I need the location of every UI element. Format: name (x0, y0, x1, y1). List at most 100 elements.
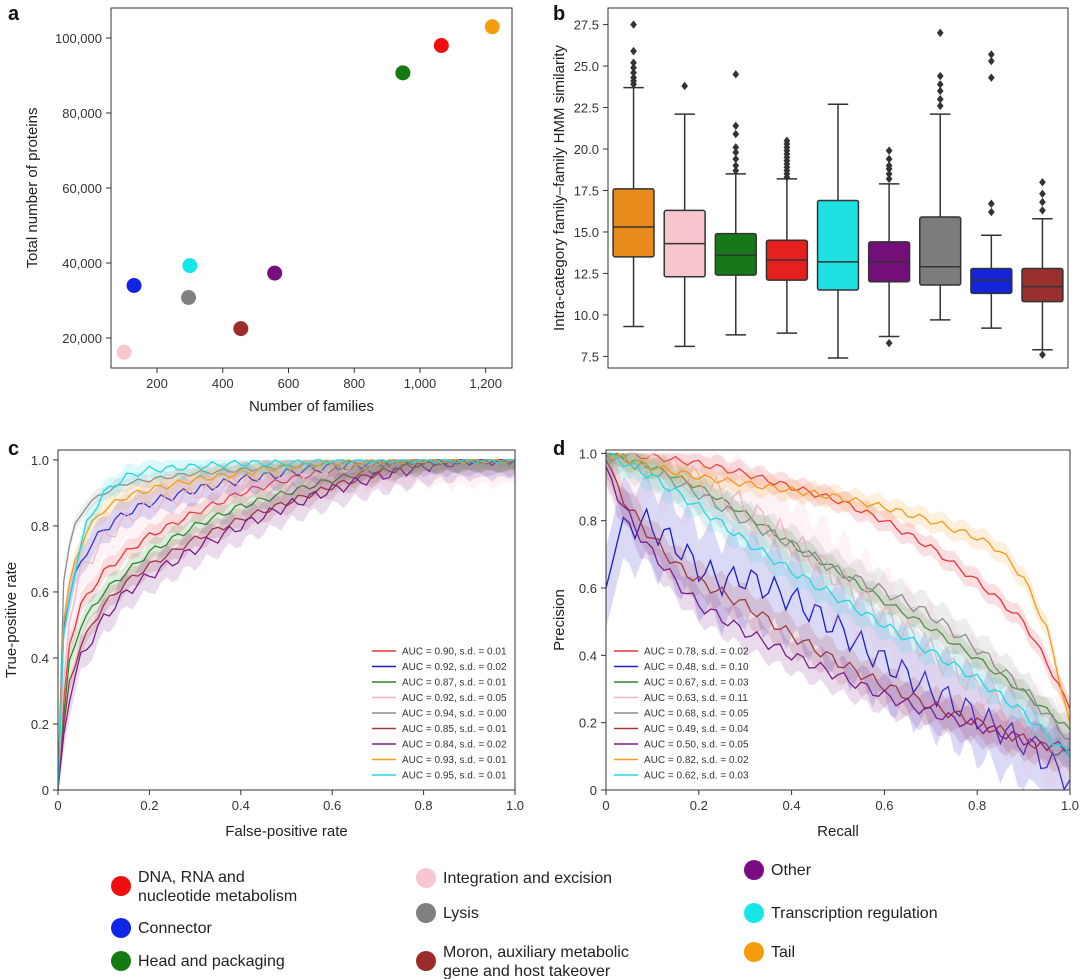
outlier-marker (1039, 197, 1046, 207)
y-tick-label: 80,000 (62, 106, 102, 121)
outlier-marker (681, 81, 689, 91)
outlier-marker (630, 63, 637, 72)
box-1 (612, 20, 655, 328)
outlier-marker (885, 338, 893, 348)
x-tick-label: 1.0 (506, 798, 524, 813)
scatter-point (116, 344, 132, 360)
legend-label: AUC = 0.67, s.d. = 0.03 (644, 678, 749, 689)
sd-band (606, 453, 1070, 790)
outlier-marker (987, 73, 995, 82)
legend-dot (744, 903, 764, 923)
legend-label: AUC = 0.48, s.d. = 0.10 (644, 662, 749, 673)
panel-b-boxplot: b 7.5 10.0 12.5 15.0 17.5 20.0 22.5 25.0 27.5 Intr… (551, 3, 1069, 369)
y-tick-label: 0.2 (31, 717, 49, 732)
legend-dot (416, 903, 436, 923)
series-line (58, 459, 515, 790)
box-3 (714, 70, 757, 336)
legend-dot (111, 951, 131, 971)
outlier-marker (936, 101, 944, 111)
box-4 (765, 136, 809, 334)
sd-band (606, 453, 1070, 774)
outlier-marker (987, 199, 995, 208)
x-tick-label: 0 (602, 798, 609, 813)
legend-dot (744, 860, 764, 880)
x-tick-label: 400 (212, 376, 234, 391)
y-tick-label: 1.0 (31, 453, 49, 468)
box-body (816, 199, 860, 291)
series-line (606, 459, 1070, 757)
x-tick-label: 600 (278, 376, 300, 391)
scatter-point (181, 290, 197, 305)
y-tick-label: 60,000 (62, 181, 102, 196)
legend-dot (111, 918, 131, 938)
panel-label-d: d (553, 438, 565, 460)
legend-label: Moron, auxiliary metabolic (443, 944, 629, 961)
legend-item-head: Head and packaging (111, 951, 285, 971)
panel-d-precision-recall: d 0 0.2 0.4 0.6 0.8 1.0 0 0.2 0.4 0.6 0.8 1.0 Recall P… (551, 438, 1079, 840)
outlier-marker (783, 136, 791, 145)
legend-entry: AUC = 0.90, s.d. = 0.01 (372, 647, 507, 658)
sd-band (606, 453, 1070, 770)
legend-label: gene and host takeover (443, 963, 611, 979)
y-tick-label: 12.5 (574, 266, 599, 281)
legend-entry: AUC = 0.78, s.d. = 0.02 (614, 647, 749, 658)
box-8 (970, 50, 1013, 329)
legend-label: AUC = 0.68, s.d. = 0.05 (644, 709, 749, 720)
y-tick-label: 1.0 (579, 446, 597, 461)
plot-frame (605, 449, 1071, 791)
box-body (970, 267, 1013, 295)
legend-dot (416, 951, 436, 971)
y-tick-label: 0.8 (579, 514, 597, 529)
scatter-point (395, 65, 411, 81)
legend-label: AUC = 0.78, s.d. = 0.02 (644, 647, 749, 658)
outlier-marker (732, 129, 740, 139)
x-tick-label: 800 (343, 376, 365, 391)
legend-label: AUC = 0.94, s.d. = 0.00 (402, 709, 507, 720)
panel-label-b: b (553, 3, 565, 25)
outlier-marker (936, 80, 944, 89)
y-axis-label: True-positive rate (3, 562, 20, 678)
y-tick-label: 20,000 (62, 331, 102, 346)
y-tick-label: 0.8 (31, 519, 49, 534)
box-body (714, 232, 757, 276)
legend-label: Tail (771, 944, 795, 961)
y-tick-label: 22.5 (574, 101, 599, 116)
x-tick-label: 0.6 (323, 798, 341, 813)
plot-frame (57, 449, 516, 791)
y-tick-label: 0.6 (31, 585, 49, 600)
legend-entry: AUC = 0.50, s.d. = 0.05 (614, 740, 749, 751)
series-line (58, 459, 515, 790)
outlier-marker (630, 73, 637, 82)
x-tick-label: 0.8 (968, 798, 986, 813)
scatter-point (126, 278, 142, 293)
legend-item-transcription: Transcription regulation (744, 903, 938, 923)
legend-dot (416, 868, 436, 888)
scatter-point (484, 19, 500, 35)
outlier-marker (885, 154, 893, 164)
outlier-marker (732, 121, 740, 130)
legend-entry: AUC = 0.82, s.d. = 0.02 (614, 755, 749, 766)
y-axis-label: Precision (551, 589, 568, 651)
series-line (606, 466, 1070, 752)
outlier-marker (936, 95, 944, 104)
legend-entry: AUC = 0.48, s.d. = 0.10 (614, 662, 749, 673)
outlier-marker (1039, 206, 1046, 215)
x-axis-label: Recall (817, 823, 859, 840)
legend-label: Connector (138, 920, 212, 937)
legend-item-integration: Integration and excision (416, 868, 612, 888)
outlier-marker (732, 166, 740, 175)
plot-area (58, 459, 515, 790)
sd-band (606, 453, 1070, 733)
legend-label: AUC = 0.95, s.d. = 0.01 (402, 771, 507, 782)
legend-label: AUC = 0.63, s.d. = 0.11 (644, 693, 748, 704)
series-line (606, 452, 1070, 757)
x-tick-label: 0.2 (140, 798, 158, 813)
x-axis-label: Number of families (249, 398, 374, 415)
sd-band (58, 459, 515, 790)
legend-item-lysis: Lysis (416, 903, 479, 923)
series-line (606, 452, 1070, 757)
legend-dot (744, 942, 764, 962)
outlier-marker (630, 68, 637, 77)
scatter-point (433, 38, 449, 53)
